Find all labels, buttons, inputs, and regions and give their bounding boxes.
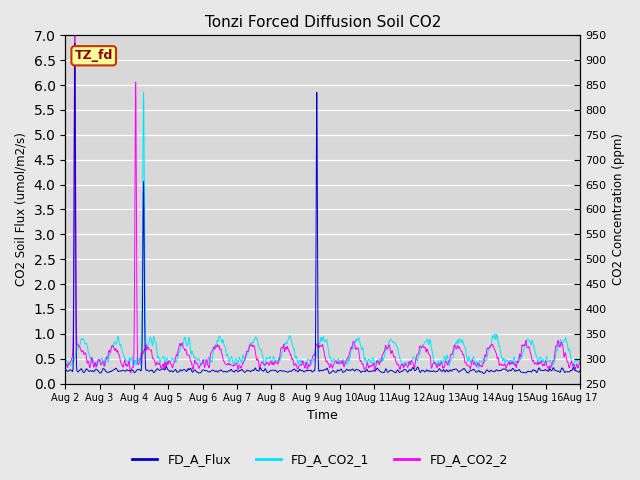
Y-axis label: CO2 Concentration (ppm): CO2 Concentration (ppm) bbox=[612, 133, 625, 286]
Legend: FD_A_Flux, FD_A_CO2_1, FD_A_CO2_2: FD_A_Flux, FD_A_CO2_1, FD_A_CO2_2 bbox=[127, 448, 513, 471]
Title: Tonzi Forced Diffusion Soil CO2: Tonzi Forced Diffusion Soil CO2 bbox=[205, 15, 441, 30]
Text: TZ_fd: TZ_fd bbox=[74, 49, 113, 62]
Y-axis label: CO2 Soil Flux (umol/m2/s): CO2 Soil Flux (umol/m2/s) bbox=[15, 132, 28, 287]
X-axis label: Time: Time bbox=[307, 409, 339, 422]
